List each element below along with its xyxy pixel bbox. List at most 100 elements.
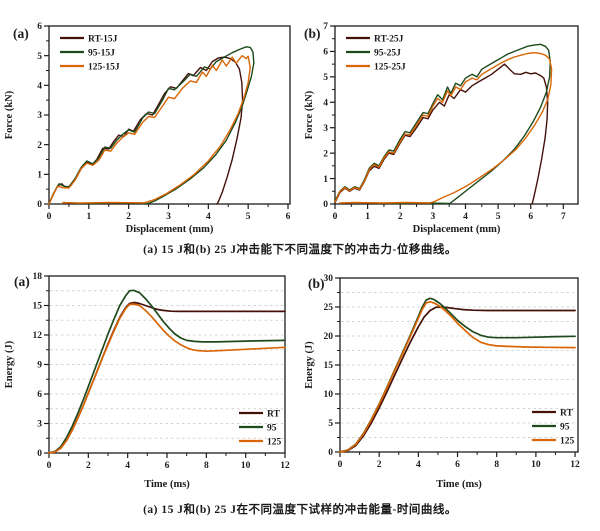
chart-canvas: 0 1 2 3 4 5 6 7 0 1 2 3 4 5 6 7 Displacement (mm) Force (… bbox=[304, 22, 579, 235]
svg-text:0: 0 bbox=[37, 449, 42, 459]
svg-text:2: 2 bbox=[37, 141, 42, 151]
svg-text:(a): (a) bbox=[14, 274, 30, 289]
svg-text:12: 12 bbox=[33, 331, 43, 341]
svg-text:20: 20 bbox=[324, 332, 334, 342]
svg-text:8: 8 bbox=[204, 461, 209, 471]
svg-text:4: 4 bbox=[323, 98, 328, 108]
svg-text:6: 6 bbox=[165, 461, 170, 471]
svg-text:10: 10 bbox=[531, 460, 541, 470]
svg-text:6: 6 bbox=[528, 212, 533, 222]
svg-text:Displacement (mm): Displacement (mm) bbox=[413, 224, 501, 235]
svg-text:5: 5 bbox=[246, 212, 251, 222]
svg-text:Force (kN): Force (kN) bbox=[4, 90, 15, 139]
svg-text:5: 5 bbox=[328, 419, 333, 429]
svg-text:1: 1 bbox=[86, 212, 91, 222]
caption-energy-time: (a) 15 J和(b) 25 J在不同温度下试样的冲击能量-时间曲线。 bbox=[143, 504, 457, 516]
svg-text:0: 0 bbox=[47, 461, 52, 471]
svg-text:9: 9 bbox=[37, 361, 42, 371]
svg-text:3: 3 bbox=[37, 111, 42, 121]
svg-text:2: 2 bbox=[126, 212, 131, 222]
svg-text:Time (ms): Time (ms) bbox=[144, 479, 190, 490]
svg-text:0: 0 bbox=[338, 460, 343, 470]
svg-text:6: 6 bbox=[323, 48, 328, 58]
svg-text:95: 95 bbox=[267, 424, 277, 434]
svg-text:18: 18 bbox=[33, 272, 43, 282]
svg-text:0: 0 bbox=[37, 200, 42, 210]
caption-force-displacement: (a) 15 J和(b) 25 J冲击能下不同温度下的冲击力-位移曲线。 bbox=[143, 244, 457, 256]
svg-text:8: 8 bbox=[494, 460, 499, 470]
svg-text:2: 2 bbox=[86, 461, 91, 471]
svg-text:0: 0 bbox=[47, 212, 52, 222]
svg-text:6: 6 bbox=[455, 460, 460, 470]
series-125-25J bbox=[334, 52, 553, 204]
svg-text:95-15J: 95-15J bbox=[88, 49, 115, 59]
svg-text:(b): (b) bbox=[304, 26, 321, 41]
svg-text:(a): (a) bbox=[13, 26, 29, 41]
svg-text:2: 2 bbox=[377, 460, 382, 470]
chart-force-displacement-15j: 0 1 2 3 4 5 6 0 1 2 3 4 5 6 Displacement (mm) Force (kN… bbox=[0, 0, 300, 238]
svg-text:3: 3 bbox=[37, 420, 42, 430]
svg-text:4: 4 bbox=[416, 460, 421, 470]
svg-text:10: 10 bbox=[324, 390, 334, 400]
svg-text:3: 3 bbox=[166, 212, 171, 222]
svg-text:125-15J: 125-15J bbox=[88, 63, 120, 73]
svg-text:RT-15J: RT-15J bbox=[88, 35, 118, 45]
svg-text:125: 125 bbox=[267, 438, 282, 448]
svg-text:0: 0 bbox=[323, 200, 328, 210]
svg-text:6: 6 bbox=[37, 22, 42, 32]
chart-canvas: 0 1 2 3 4 5 6 0 1 2 3 4 5 6 Displacement (mm) Force (kN… bbox=[4, 22, 291, 235]
svg-text:6: 6 bbox=[286, 212, 291, 222]
svg-text:Displacement (mm): Displacement (mm) bbox=[126, 224, 214, 235]
svg-text:Energy (J): Energy (J) bbox=[304, 341, 315, 389]
series-95 bbox=[48, 289, 286, 454]
svg-text:15: 15 bbox=[324, 361, 334, 371]
svg-text:1: 1 bbox=[323, 175, 328, 185]
svg-text:10: 10 bbox=[241, 461, 251, 471]
svg-text:(b): (b) bbox=[308, 276, 325, 291]
series-95-25J bbox=[334, 43, 552, 205]
svg-text:4: 4 bbox=[125, 461, 130, 471]
svg-text:95-25J: 95-25J bbox=[374, 49, 401, 59]
svg-text:5: 5 bbox=[37, 52, 42, 62]
svg-text:3: 3 bbox=[323, 124, 328, 134]
svg-text:95: 95 bbox=[560, 423, 570, 433]
svg-text:1: 1 bbox=[37, 171, 42, 181]
svg-text:12: 12 bbox=[280, 461, 290, 471]
chart-canvas: 0 2 4 6 8 10 12 0 3 6 9 12 15 18 Time (ms) Energy (J) RT… bbox=[4, 272, 290, 490]
svg-text:2: 2 bbox=[323, 149, 328, 159]
series-RT-25J bbox=[334, 63, 549, 205]
svg-text:25: 25 bbox=[324, 303, 334, 313]
svg-text:Energy (J): Energy (J) bbox=[4, 340, 15, 388]
svg-text:2: 2 bbox=[398, 212, 403, 222]
chart-canvas: 0 2 4 6 8 10 12 0 5 10 15 20 25 30 Time (ms) Energy (J)… bbox=[304, 274, 580, 490]
series-95-15J bbox=[48, 46, 255, 205]
svg-text:4: 4 bbox=[206, 212, 211, 222]
svg-text:125: 125 bbox=[560, 437, 575, 447]
series-RT bbox=[339, 306, 576, 453]
svg-text:Force (kN): Force (kN) bbox=[304, 90, 315, 139]
svg-text:0: 0 bbox=[333, 212, 338, 222]
svg-text:Time (ms): Time (ms) bbox=[436, 479, 482, 490]
svg-text:30: 30 bbox=[324, 274, 334, 284]
svg-text:4: 4 bbox=[37, 82, 42, 92]
svg-text:12: 12 bbox=[570, 460, 580, 470]
series-125 bbox=[48, 303, 286, 454]
svg-text:RT: RT bbox=[267, 410, 281, 420]
svg-text:RT-25J: RT-25J bbox=[374, 35, 404, 45]
svg-text:4: 4 bbox=[463, 212, 468, 222]
svg-text:6: 6 bbox=[37, 390, 42, 400]
svg-text:7: 7 bbox=[561, 212, 566, 222]
chart-energy-time-25j: 0 2 4 6 8 10 12 0 5 10 15 20 25 30 Time (ms) Energy (J)… bbox=[300, 258, 600, 493]
svg-text:3: 3 bbox=[430, 212, 435, 222]
series-RT-15J bbox=[48, 56, 244, 205]
svg-text:125-25J: 125-25J bbox=[374, 63, 406, 73]
chart-force-displacement-25j: 0 1 2 3 4 5 6 7 0 1 2 3 4 5 6 7 Displacement (mm) Force (… bbox=[300, 0, 600, 238]
series-125-15J bbox=[48, 55, 251, 205]
svg-text:5: 5 bbox=[323, 73, 328, 83]
svg-text:15: 15 bbox=[33, 302, 43, 312]
svg-text:1: 1 bbox=[365, 212, 370, 222]
svg-text:5: 5 bbox=[496, 212, 501, 222]
series-125 bbox=[339, 300, 576, 453]
svg-text:7: 7 bbox=[323, 22, 328, 32]
